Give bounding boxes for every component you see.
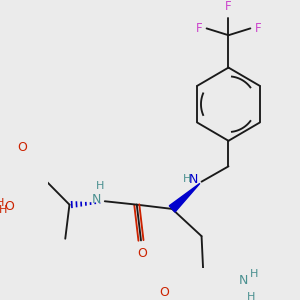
Text: N: N xyxy=(189,172,198,186)
Text: O: O xyxy=(159,286,169,298)
Text: F: F xyxy=(225,0,232,13)
Text: O: O xyxy=(4,200,14,213)
Text: H: H xyxy=(0,198,5,208)
Text: H: H xyxy=(183,174,191,184)
Text: N: N xyxy=(238,274,248,287)
Polygon shape xyxy=(169,183,200,212)
Text: O: O xyxy=(17,141,27,154)
Text: H: H xyxy=(250,268,258,279)
Text: F: F xyxy=(196,22,202,35)
Text: H: H xyxy=(247,292,255,300)
Text: H: H xyxy=(0,205,7,215)
Text: F: F xyxy=(255,22,261,35)
Text: N: N xyxy=(92,193,101,206)
Text: H: H xyxy=(96,181,104,191)
Text: O: O xyxy=(137,247,147,260)
